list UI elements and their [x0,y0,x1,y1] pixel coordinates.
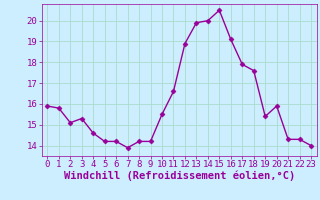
X-axis label: Windchill (Refroidissement éolien,°C): Windchill (Refroidissement éolien,°C) [64,171,295,181]
